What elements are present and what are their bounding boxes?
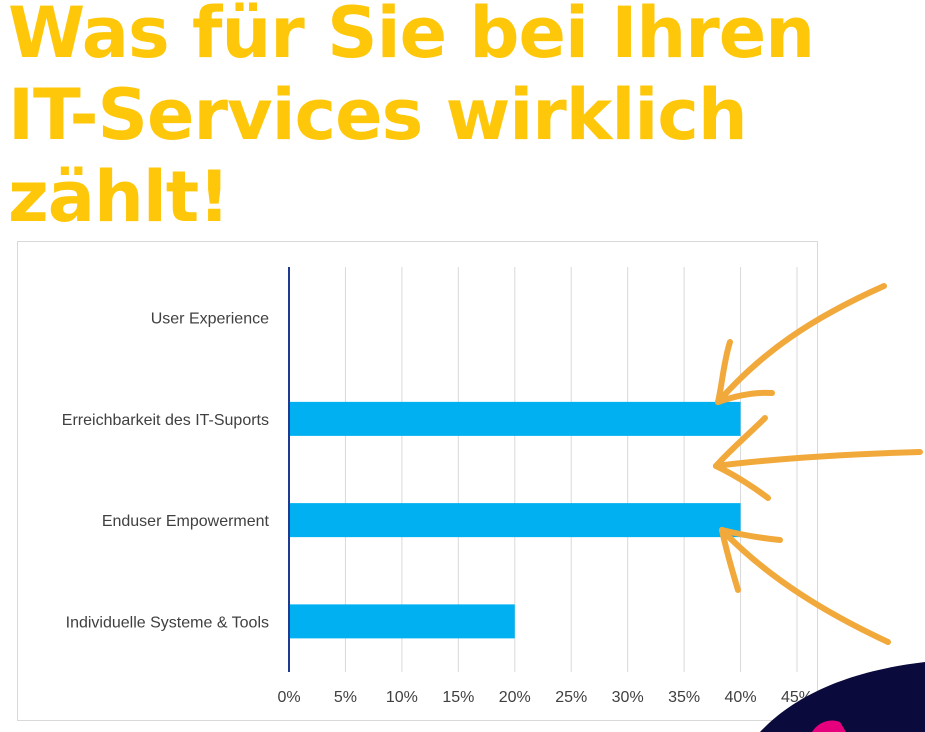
x-tick-label-25: 25% [555,689,587,706]
bar-chart: User Experience Erreichbarkeit des IT-Sup… [62,267,813,706]
bar-3 [289,503,741,538]
x-tick-label-35: 35% [668,689,700,706]
headline-line-3: zählt! [8,156,230,238]
bar-2 [289,401,741,436]
x-tick-label-30: 30% [612,689,644,706]
headline-line-1: Was für Sie bei Ihren [8,0,815,74]
category-label-1: User Experience [151,311,269,328]
category-label-2: Erreichbarkeit des IT-Suports [62,412,269,429]
x-tick-label-15: 15% [442,689,474,706]
headline: Was für Sie bei Ihren IT-Services wirkli… [8,0,815,238]
x-tick-label-5: 5% [334,689,357,706]
chart-frame: User Experience Erreichbarkeit des IT-Sup… [17,241,818,721]
x-tick-label-40: 40% [725,689,757,706]
headline-line-2: IT-Services wirklich [8,74,748,156]
x-tick-label-10: 10% [386,689,418,706]
x-tick-label-0: 0% [277,689,300,706]
bar-4 [289,604,515,639]
category-label-3: Enduser Empowerment [102,513,270,530]
category-label-4: Individuelle Systeme & Tools [66,614,269,631]
x-tick-label-20: 20% [499,689,531,706]
